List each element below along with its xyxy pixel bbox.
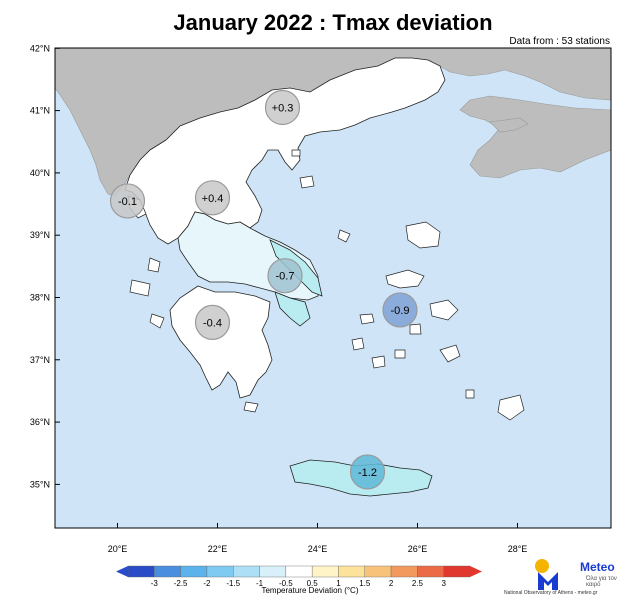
colorbar-tick-label: 3 [441,579,446,588]
greek-islands [127,149,525,421]
colorbar-tick-label: 2 [389,579,394,588]
meteo-sun-icon [535,559,558,590]
legend-title: Temperature Deviation (°C) [261,586,359,595]
neighbor-countries [54,47,612,197]
station-bubble [382,292,418,328]
longitude-axis: 20°E 22°E 24°E 26°E 28°E [108,523,528,554]
lat-tick-label: 40°N [30,168,50,178]
station-markers: +0.3 -0.1 +0.4 -0.7 -0.9 -0.4 -1.2 [109,89,418,490]
colorbar-tick-label: 1 [336,579,341,588]
colorbar-min-arrow [116,566,128,577]
station-bubble [194,180,231,216]
station-value-label: -0.4 [203,317,222,329]
colorbar-segment [364,565,392,578]
station-bubble [267,258,303,294]
map-frame [54,47,612,529]
colorbar-segment [154,565,181,578]
colorbar-segment [180,565,208,578]
colorbar-segment [127,565,155,578]
meteo-logo: Meteo Όλα για τον καιρό [530,554,640,614]
colorbar-tick-label: -3 [151,579,159,588]
logo-tagline: Όλα για τον καιρό [586,576,617,588]
station-bubble [194,304,231,341]
colorbar-segment [206,565,234,578]
colorbar-segment [233,565,260,578]
colorbar-tick-label: 0.5 [307,579,319,588]
colorbar-tick-label: -2 [203,579,211,588]
station-value-label: -0.1 [118,196,137,208]
colorbar-tick-label: -2.5 [174,579,188,588]
station-value-label: +0.3 [272,102,294,114]
colorbar-segment [259,565,287,578]
colorbar-segment [443,565,471,578]
colorbar-tick-label: 2.5 [412,579,424,588]
lon-tick-label: 20°E [108,544,128,554]
station-bubble [264,89,301,126]
station-value-label: -0.7 [276,271,295,283]
latitude-axis: 42°N 41°N 40°N 39°N 38°N 37°N 36°N 35°N [30,43,60,489]
lat-tick-label: 39°N [30,230,50,240]
lat-tick-label: 36°N [30,417,50,427]
lon-tick-label: 26°E [408,544,428,554]
station-value-label: +0.4 [202,193,224,205]
colorbar-segment [417,565,444,578]
station-value-label: -0.9 [391,305,410,317]
colorbar-tick-label: -1 [256,579,264,588]
lon-tick-label: 22°E [208,544,228,554]
lon-tick-label: 28°E [508,544,528,554]
colorbar-segment [285,565,313,578]
lat-tick-label: 42°N [30,43,50,53]
lat-tick-label: 41°N [30,106,50,116]
lat-tick-label: 38°N [30,292,50,302]
logo-name: Meteo [580,560,615,574]
lat-tick-label: 35°N [30,479,50,489]
station-value-label: -1.2 [358,467,377,479]
colorbar-segment [311,565,339,578]
colorbar-segment [390,565,418,578]
lat-tick-label: 37°N [30,355,50,365]
lon-tick-label: 24°E [308,544,328,554]
credit-text: National Observatory of Athens - meteo.g… [504,590,598,596]
station-bubble [349,454,386,490]
station-bubble [109,183,146,219]
map-title: January 2022 : Tmax deviation [173,10,493,35]
colorbar-segment [338,565,365,578]
colorbar-tick-label: -0.5 [279,579,293,588]
colorbar-legend: -3 -2.5 -2 -1.5 -1 -0.5 0.5 1 1.5 2 2.5 3 [116,565,482,588]
colorbar-tick-label: -1.5 [226,579,240,588]
station-count: Data from : 53 stations [509,36,610,47]
colorbar-tick-label: 1.5 [359,579,371,588]
colorbar-max-arrow [470,566,482,577]
